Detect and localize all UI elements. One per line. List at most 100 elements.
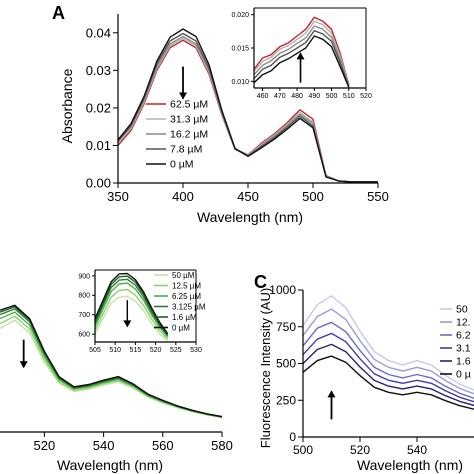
panel-b-inset-y-tick-label-1: 700 bbox=[78, 312, 90, 319]
panel-c-y-tick-label-2: 500 bbox=[276, 357, 296, 371]
panel-a-inset-x-tick-label-6: 520 bbox=[360, 93, 372, 100]
panel-b-inset-line-5 bbox=[94, 272, 169, 335]
panel-b-inset-x-tick-label-2: 515 bbox=[130, 347, 142, 354]
panel-b-x-tick-label-2: 560 bbox=[152, 438, 174, 453]
panel-b-legend-label-2: 6.25 µM bbox=[172, 292, 201, 301]
panel-c-x-tick-label-2: 540 bbox=[407, 443, 427, 457]
panel-b-inset-x-tick-label-0: 505 bbox=[89, 347, 101, 354]
panel-a-inset-x-tick-label-4: 500 bbox=[326, 93, 338, 100]
panel-c-y-tick-label-4: 1000 bbox=[269, 283, 296, 297]
panel-a-inset-y-tick-label-2: 0.020 bbox=[231, 12, 249, 19]
panel-c-legend-label-3: 3.1 bbox=[456, 343, 471, 355]
panel-c: C 500 520 540 0 250 500 750 1000 5012.6.23.11.6… bbox=[254, 272, 474, 473]
panel-b-inset-x-tick-label-1: 510 bbox=[109, 347, 121, 354]
panel-b-x-tick-label-0: 520 bbox=[34, 438, 56, 453]
panel-c-y-tick-label-0: 0 bbox=[289, 430, 296, 444]
panel-a-inset-arrow-up-head bbox=[296, 52, 305, 60]
panel-c-line-4 bbox=[302, 343, 474, 407]
panel-c-x-axis-label: Wavelength (nm) bbox=[357, 457, 463, 473]
panel-a-legend: 62.5 µM 31.3 µM 16.2 µM 7.8 µM 0 µM bbox=[146, 99, 208, 171]
panel-a-inset-x-tick-label-1: 470 bbox=[274, 93, 286, 100]
panel-b-inset-y-tick-label-3: 900 bbox=[78, 273, 90, 280]
panel-a-legend-label-1: 31.3 µM bbox=[170, 114, 208, 126]
panel-b-inset-line-2 bbox=[94, 282, 169, 338]
panel-a-inset-line-0 bbox=[253, 16, 350, 85]
panel-b: 520 540 560 580 505 510 515 520 525 530 600 700 800… bbox=[0, 269, 233, 473]
panel-a-letter: A bbox=[52, 3, 65, 23]
panel-a-y-tick-label-1: 0.01 bbox=[86, 138, 111, 153]
panel-c-line-0 bbox=[302, 295, 474, 391]
panel-a-y-axis-label: Absorbance bbox=[59, 68, 75, 143]
panel-a-series bbox=[117, 28, 378, 183]
panel-c-arrow-up-head bbox=[327, 390, 336, 398]
panel-b-legend-label-0: 50 µM bbox=[172, 271, 195, 280]
panel-b-inset-y-tick-label-2: 800 bbox=[78, 293, 90, 300]
panel-a-inset-x-tick-label-2: 480 bbox=[291, 93, 303, 100]
panel-b-inset-x-tick-label-5: 530 bbox=[190, 347, 202, 354]
panel-b-inset-line-1 bbox=[94, 288, 169, 340]
panel-c-axes: 500 520 540 0 250 500 750 1000 bbox=[269, 283, 474, 457]
panel-b-inset-x-tick-label-3: 520 bbox=[150, 347, 162, 354]
panel-a-inset: 460 470 480 490 500 510 520 0.010 0.015 0.020 bbox=[231, 7, 372, 100]
panel-c-series bbox=[302, 295, 474, 410]
panel-c-legend-label-1: 12. bbox=[456, 317, 471, 329]
panel-c-line-1 bbox=[302, 308, 474, 395]
panel-b-arrow-down-head bbox=[19, 361, 28, 369]
panel-a-legend-label-2: 16.2 µM bbox=[170, 129, 208, 141]
panel-c-y-axis-label: Fluorescence Intensity (AU) bbox=[258, 288, 273, 448]
panel-b-x-axis-label: Wavelength (nm) bbox=[57, 457, 163, 473]
panel-a-inset-x-tick-label-5: 510 bbox=[343, 93, 355, 100]
panel-b-inset-line-0 bbox=[94, 295, 169, 342]
panel-a-y-tick-label-2: 0.02 bbox=[86, 100, 111, 115]
panel-a-x-tick-label-2: 450 bbox=[237, 189, 259, 204]
panel-b-inset-line-3 bbox=[94, 278, 169, 337]
panel-a-inset-y-tick-label-1: 0.015 bbox=[231, 45, 249, 52]
panel-c-line-2 bbox=[302, 321, 474, 399]
panel-a-axes: 350 400 450 500 550 0.00 0.01 0.02 0.03 0.04 bbox=[86, 14, 389, 204]
panel-b-inset-x-tick-label-4: 525 bbox=[170, 347, 182, 354]
panel-a-inset-line-2 bbox=[253, 25, 350, 87]
panel-b-x-tick-label-1: 540 bbox=[93, 438, 115, 453]
panel-a-x-tick-label-3: 500 bbox=[302, 189, 324, 204]
panel-b-series bbox=[0, 304, 223, 419]
panel-a-y-tick-label-0: 0.00 bbox=[86, 176, 111, 191]
panel-a-legend-label-0: 62.5 µM bbox=[170, 99, 208, 111]
panel-c-line-3 bbox=[302, 332, 474, 403]
panel-a: A 350 400 450 500 550 0.00 0.01 0.02 0.03 0.04 46… bbox=[52, 3, 389, 225]
panel-c-legend-label-2: 6.2 bbox=[456, 330, 471, 342]
panel-b-legend-label-3: 3.125 µM bbox=[172, 302, 206, 311]
panel-a-x-tick-label-4: 550 bbox=[367, 189, 389, 204]
panel-a-legend-label-3: 7.8 µM bbox=[170, 144, 202, 156]
panel-a-y-tick-label-4: 0.04 bbox=[86, 25, 111, 40]
panel-c-y-tick-label-1: 250 bbox=[276, 393, 296, 407]
panel-c-letter: C bbox=[254, 272, 267, 292]
panel-a-line-4 bbox=[117, 28, 378, 183]
panel-a-x-axis-label: Wavelength (nm) bbox=[197, 209, 303, 225]
panel-c-legend-label-4: 1.6 bbox=[456, 356, 471, 368]
panel-a-inset-x-tick-label-3: 490 bbox=[308, 93, 320, 100]
panel-a-x-tick-label-0: 350 bbox=[107, 189, 129, 204]
panel-a-inset-background bbox=[254, 8, 366, 88]
panel-c-y-tick-label-3: 750 bbox=[276, 320, 296, 334]
panel-c-x-tick-label-0: 500 bbox=[293, 443, 313, 457]
panel-b-legend-label-5: 0 µM bbox=[172, 323, 190, 332]
panel-a-x-tick-label-1: 400 bbox=[172, 189, 194, 204]
panel-b-legend-label-1: 12.5 µM bbox=[172, 281, 201, 290]
panel-b-inset-y-tick-label-0: 600 bbox=[78, 332, 90, 339]
panel-c-legend-label-0: 50 bbox=[456, 304, 468, 316]
panel-a-arrow-down-head bbox=[179, 92, 187, 100]
panel-b-line-5 bbox=[0, 304, 223, 418]
panel-a-inset-line-3 bbox=[253, 30, 350, 87]
panel-b-x-tick-label-3: 580 bbox=[211, 438, 233, 453]
panel-c-x-tick-label-1: 520 bbox=[350, 443, 370, 457]
panel-a-inset-line-4 bbox=[253, 35, 350, 88]
panel-a-inset-line-1 bbox=[253, 20, 350, 86]
panel-b-legend-label-4: 1.6 µM bbox=[172, 313, 197, 322]
panel-b-inset-arrow-down-head bbox=[123, 320, 132, 328]
panel-c-line-5 bbox=[302, 355, 474, 410]
panel-a-y-tick-label-3: 0.03 bbox=[86, 63, 111, 78]
panel-a-inset-y-tick-label-0: 0.010 bbox=[231, 79, 249, 86]
